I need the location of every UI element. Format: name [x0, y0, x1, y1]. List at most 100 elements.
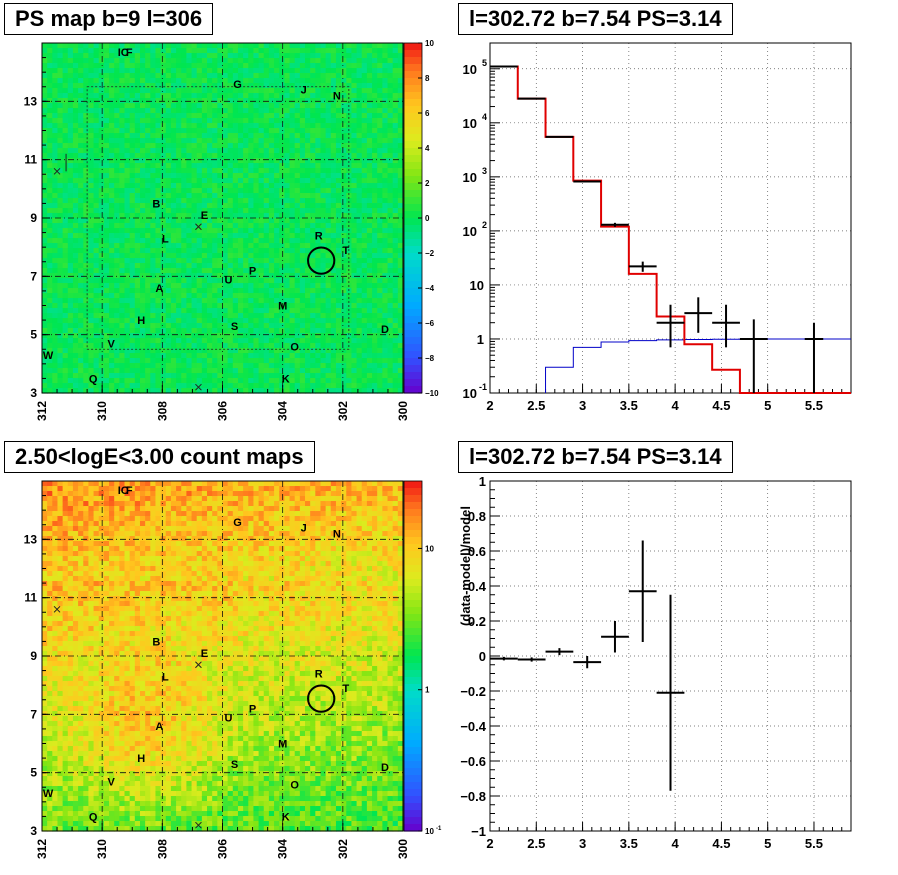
map-pixel	[392, 378, 399, 384]
map-pixel	[335, 333, 342, 339]
map-pixel	[207, 83, 213, 89]
map-pixel	[160, 313, 167, 319]
map-pixel	[57, 193, 64, 199]
map-pixel	[165, 218, 172, 224]
map-pixel	[387, 173, 394, 179]
map-pixel	[335, 313, 342, 319]
map-pixel	[305, 328, 311, 334]
map-pixel	[119, 293, 126, 299]
map-pixel	[372, 253, 378, 259]
map-pixel	[341, 298, 347, 304]
map-pixel	[284, 353, 291, 359]
map-pixel	[155, 53, 162, 59]
map-pixel	[72, 223, 79, 229]
map-pixel	[258, 263, 265, 269]
map-pixel	[186, 388, 193, 394]
map-pixel	[289, 273, 296, 279]
map-pixel	[232, 48, 239, 54]
map-pixel	[377, 138, 383, 144]
map-pixel	[330, 283, 337, 289]
map-pixel	[212, 313, 218, 319]
map-pixel	[387, 148, 394, 154]
map-pixel	[372, 268, 378, 274]
map-pixel	[103, 73, 110, 79]
map-pixel	[284, 223, 291, 229]
map-pixel	[176, 58, 182, 64]
map-pixel	[356, 333, 363, 339]
map-pixel	[366, 293, 373, 299]
map-pixel	[397, 133, 404, 139]
map-pixel	[139, 173, 146, 179]
map-pixel	[320, 153, 327, 159]
map-pixel	[243, 138, 249, 144]
map-pixel	[67, 288, 74, 294]
map-pixel	[62, 83, 69, 89]
map-pixel	[160, 363, 167, 369]
map-pixel	[114, 348, 120, 354]
map-pixel	[310, 98, 316, 104]
map-pixel	[315, 143, 322, 149]
map-pixel	[52, 178, 59, 184]
map-pixel	[361, 373, 368, 379]
map-pixel	[320, 338, 327, 344]
map-pixel	[268, 143, 275, 149]
map-pixel	[62, 233, 69, 239]
map-pixel	[150, 78, 157, 84]
map-pixel	[335, 103, 342, 109]
map-pixel	[258, 268, 265, 274]
map-pixel	[387, 158, 394, 164]
map-pixel	[170, 308, 177, 314]
map-pixel	[88, 383, 95, 389]
map-pixel	[186, 318, 193, 324]
map-pixel	[243, 353, 249, 359]
map-pixel	[201, 133, 208, 139]
map-pixel	[325, 68, 332, 74]
map-pixel	[134, 183, 141, 189]
map-pixel	[294, 263, 301, 269]
map-pixel	[222, 103, 229, 109]
map-pixel	[243, 168, 249, 174]
map-pixel	[361, 88, 368, 94]
map-pixel	[119, 213, 126, 219]
map-pixel	[397, 73, 404, 79]
map-pixel	[186, 343, 193, 349]
map-pixel	[196, 63, 203, 69]
map-pixel	[232, 223, 239, 229]
map-pixel	[134, 83, 141, 89]
map-pixel	[222, 333, 229, 339]
map-pixel	[78, 353, 84, 359]
map-pixel	[346, 78, 353, 84]
map-pixel	[72, 108, 79, 114]
map-pixel	[176, 268, 182, 274]
map-pixel	[114, 213, 120, 219]
map-pixel	[243, 93, 249, 99]
map-pixel	[243, 98, 249, 104]
map-pixel	[57, 358, 64, 364]
map-pixel	[227, 93, 234, 99]
map-pixel	[227, 208, 234, 214]
map-pixel	[372, 93, 378, 99]
map-pixel	[232, 78, 239, 84]
map-pixel	[181, 133, 187, 139]
map-pixel	[181, 93, 187, 99]
map-pixel	[57, 303, 64, 309]
map-pixel	[170, 133, 177, 139]
map-pixel	[124, 378, 131, 384]
map-pixel	[258, 108, 265, 114]
map-pixel	[78, 158, 84, 164]
map-pixel	[299, 118, 306, 124]
map-pixel	[227, 138, 234, 144]
map-pixel	[248, 113, 255, 119]
map-pixel	[134, 43, 141, 49]
map-pixel	[62, 178, 69, 184]
map-pixel	[310, 138, 316, 144]
map-pixel	[170, 148, 177, 154]
map-pixel	[243, 368, 249, 374]
map-pixel	[67, 363, 74, 369]
map-pixel	[83, 338, 90, 344]
map-pixel	[258, 278, 265, 284]
map-pixel	[114, 343, 120, 349]
map-pixel	[392, 368, 399, 374]
map-pixel	[207, 303, 213, 309]
map-pixel	[382, 133, 389, 139]
